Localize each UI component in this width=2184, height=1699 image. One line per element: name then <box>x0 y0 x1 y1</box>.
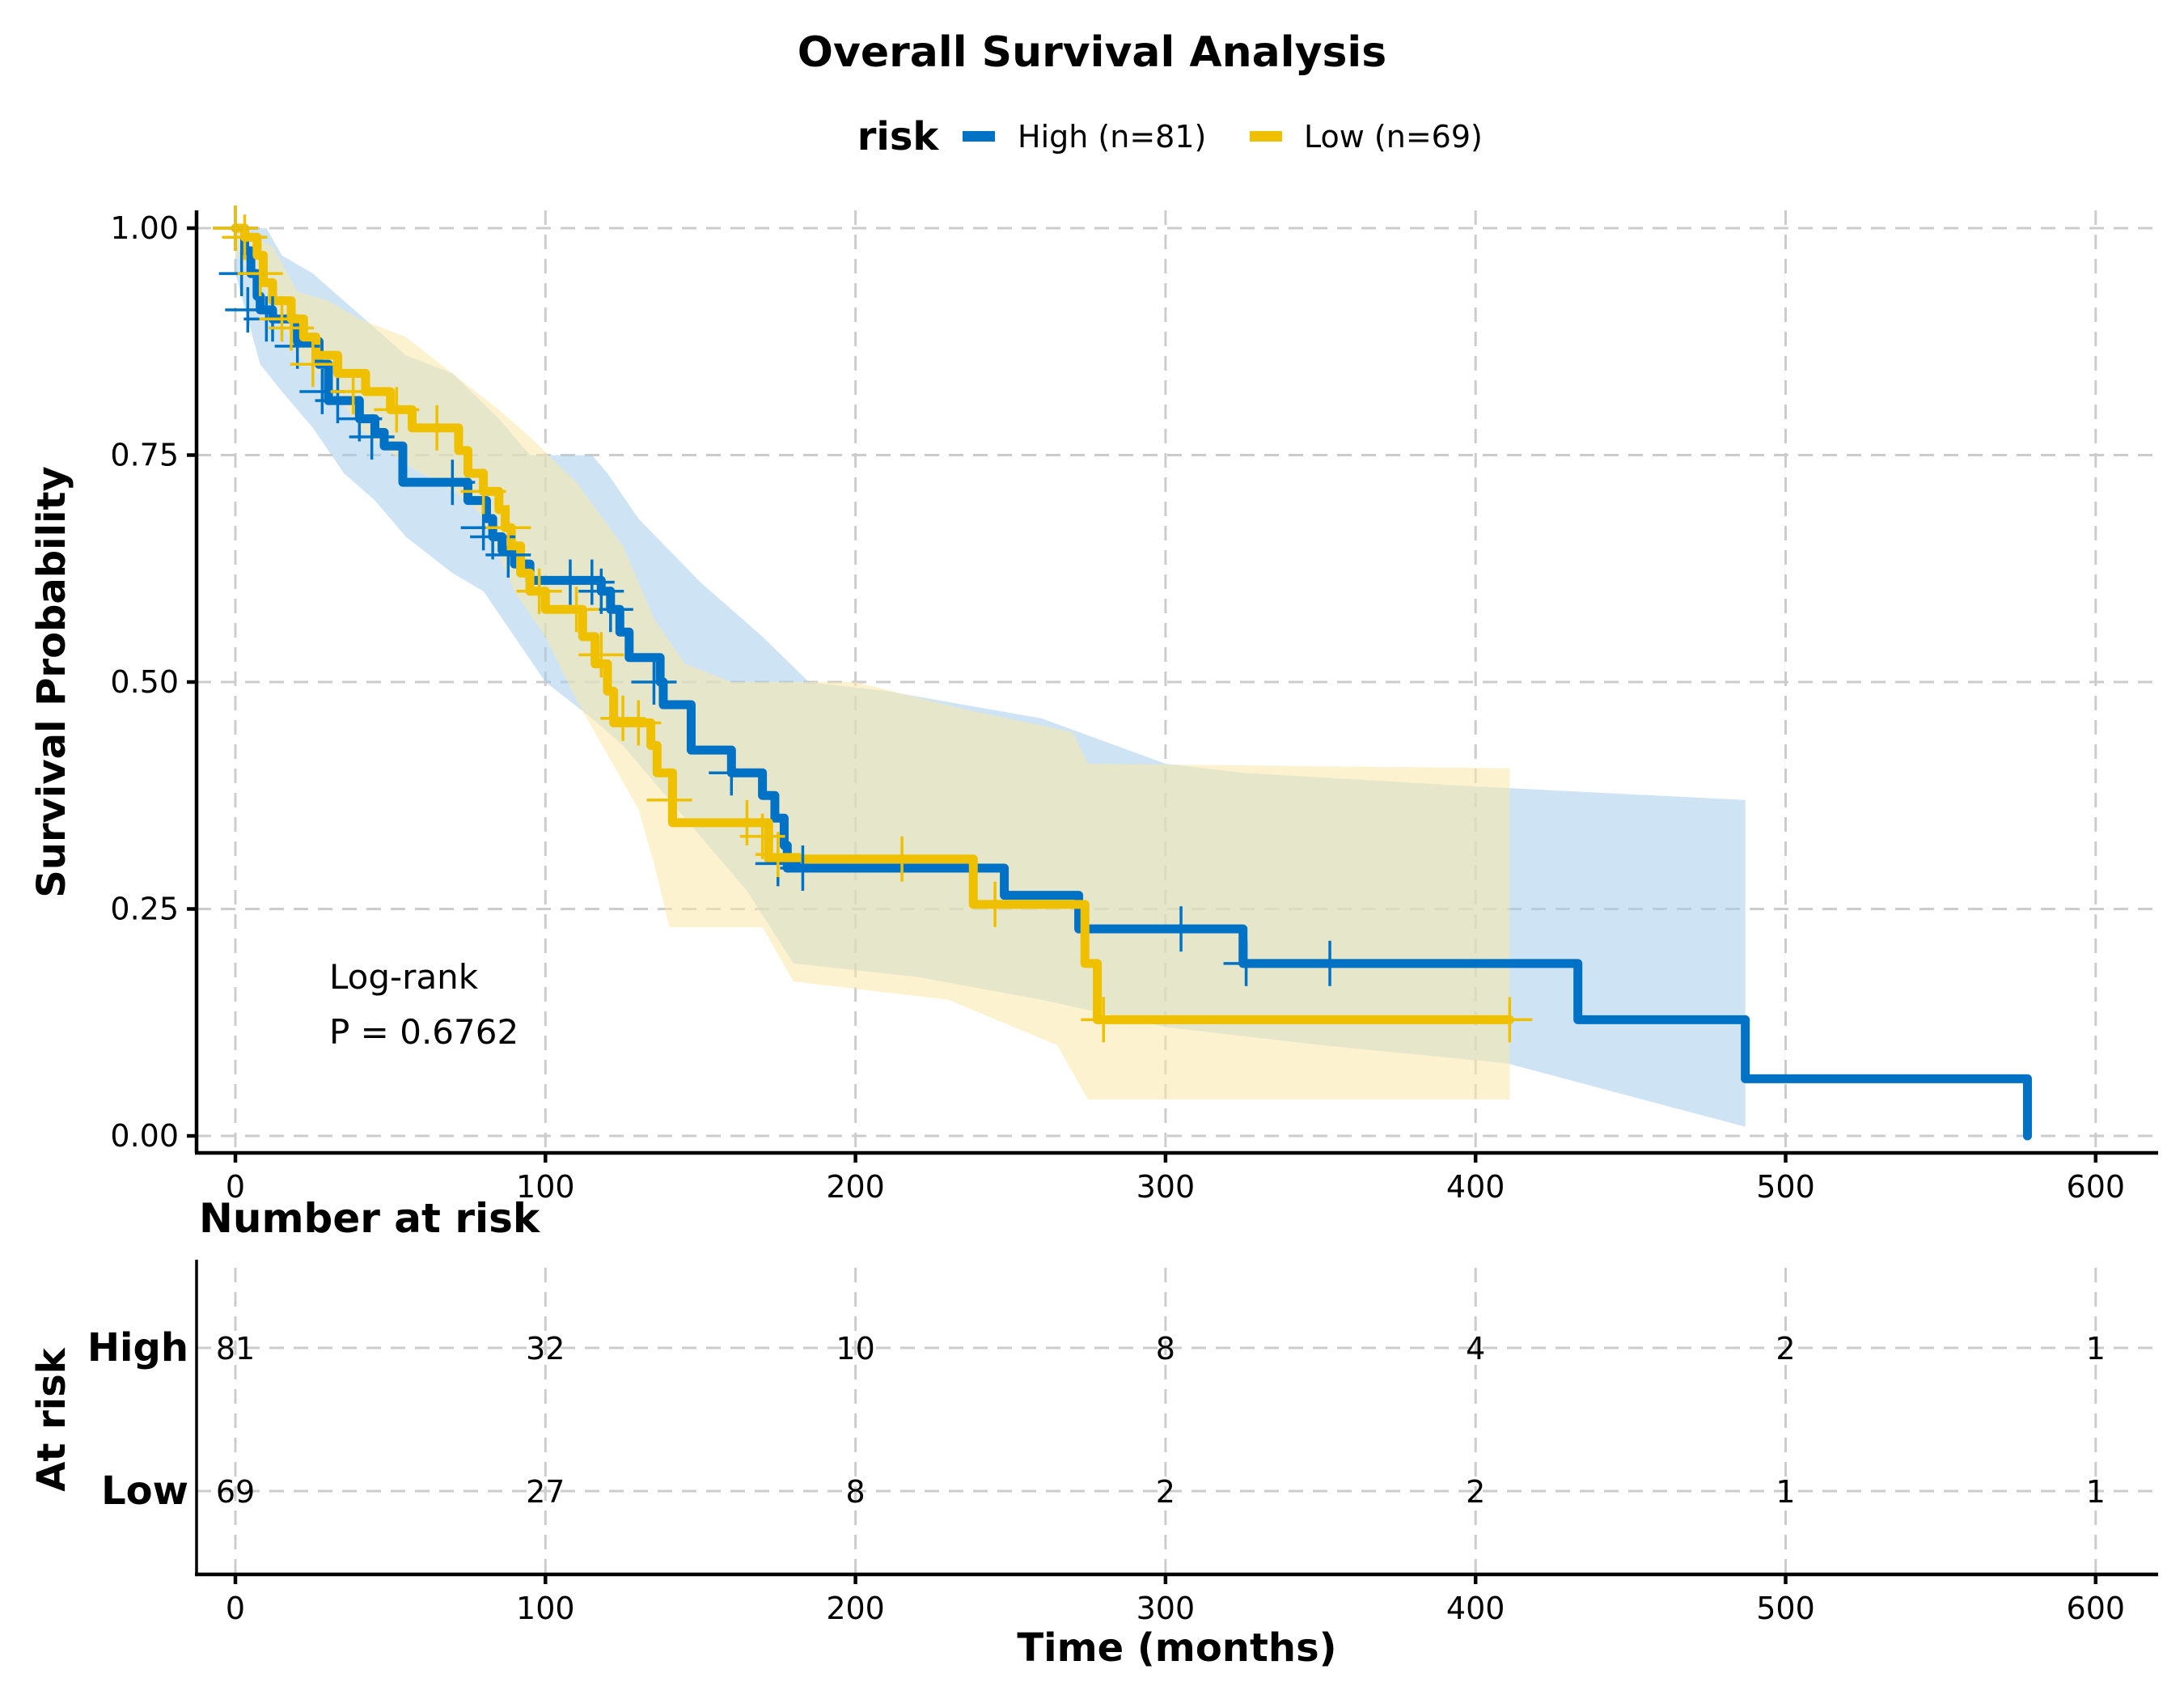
censor-mark-low <box>237 251 283 297</box>
censor-mark-low <box>460 468 506 515</box>
risk-cell: 8 <box>1156 1331 1175 1366</box>
y-tick-label: 0.50 <box>110 664 179 700</box>
x-tick-label: 500 <box>1756 1169 1815 1205</box>
legend-swatch-low <box>1250 131 1282 142</box>
x-tick-label: 200 <box>826 1169 885 1205</box>
y-axis-label: Survival Probability <box>29 466 74 898</box>
censor-mark-low <box>1081 997 1127 1043</box>
risk-table: High 81 32 10 8 4 2 1 Low 69 27 8 2 2 1 1 <box>87 1325 2106 1514</box>
x-axis-label: Time (months) <box>1017 1625 1336 1671</box>
censor-mark-low <box>646 777 692 823</box>
censor-mark-high <box>1158 906 1204 952</box>
censor-mark-high <box>430 460 476 506</box>
risk-cell: 81 <box>216 1331 255 1366</box>
censor-mark-low <box>879 836 925 882</box>
censor-mark-low <box>1487 997 1533 1043</box>
risk-grid <box>197 1268 2158 1574</box>
censor-mark-low <box>755 832 801 878</box>
risk-x-tick-label: 100 <box>516 1591 575 1626</box>
confidence-bands <box>235 228 1746 1127</box>
legend: risk High (n=81) Low (n=69) <box>857 114 1483 159</box>
censor-mark-low <box>553 587 599 633</box>
censor-mark-high <box>225 286 271 333</box>
censor-mark-low <box>374 387 420 433</box>
censor-mark-low <box>414 405 460 451</box>
legend-label-low: Low (n=69) <box>1304 119 1483 155</box>
y-tick-label: 1.00 <box>110 210 179 246</box>
x-tick-labels-risk: 0 100 200 300 400 500 600 <box>226 1574 2125 1626</box>
risk-x-tick-label: 300 <box>1136 1591 1196 1626</box>
risk-cell: 2 <box>1466 1474 1485 1510</box>
censor-mark-low <box>259 296 305 342</box>
x-tick-label: 100 <box>516 1169 575 1205</box>
risk-cell: 2 <box>1156 1474 1175 1510</box>
x-tick-label: 300 <box>1136 1169 1196 1205</box>
risk-x-tick-label: 200 <box>826 1591 885 1626</box>
censor-mark-low <box>578 632 624 678</box>
risk-cell: 2 <box>1776 1331 1795 1366</box>
x-tick-label: 0 <box>226 1169 245 1205</box>
censor-mark-low <box>330 368 376 414</box>
risk-x-tick-label: 400 <box>1446 1591 1505 1626</box>
censor-mark-high <box>1307 940 1353 986</box>
risk-cell: 1 <box>2086 1331 2106 1366</box>
risk-table-title: Number at risk <box>199 1195 541 1242</box>
x-tick-labels-main: 0 100 200 300 400 500 600 <box>226 1153 2125 1205</box>
censor-mark-high <box>336 396 383 442</box>
risk-cell: 27 <box>526 1474 565 1510</box>
y-tick-label: 0.75 <box>110 438 179 473</box>
p-value: P = 0.6762 <box>329 1012 518 1052</box>
y-tick-labels: 0.00 0.25 0.50 0.75 1.00 <box>110 210 197 1154</box>
censor-mark-high <box>1223 940 1269 986</box>
legend-swatch-high <box>963 131 995 142</box>
logrank-label: Log-rank <box>329 957 479 997</box>
logrank-annotation: Log-rank P = 0.6762 <box>329 957 518 1052</box>
risk-axes <box>195 1260 2158 1577</box>
censor-marks <box>213 205 1533 1043</box>
censor-mark-low <box>972 881 1018 927</box>
censor-mark-low <box>516 568 562 614</box>
censor-mark-low <box>222 214 268 261</box>
x-tick-label: 400 <box>1446 1169 1505 1205</box>
risk-x-tick-label: 500 <box>1756 1591 1815 1626</box>
risk-y-axis-label: At risk <box>29 1347 74 1492</box>
risk-cell: 10 <box>836 1331 874 1366</box>
censor-mark-high <box>631 659 677 705</box>
censor-mark-low <box>213 205 258 251</box>
risk-cell: 8 <box>846 1474 866 1510</box>
censor-mark-high <box>780 845 826 892</box>
censor-mark-low <box>616 700 662 746</box>
censor-mark-high <box>349 414 395 460</box>
risk-x-tick-label: 600 <box>2067 1591 2126 1626</box>
chart-title: Overall Survival Analysis <box>798 28 1386 77</box>
y-tick-label: 0.00 <box>110 1118 179 1154</box>
censor-mark-low <box>268 305 314 351</box>
censor-mark-high <box>578 568 624 614</box>
risk-cell: 4 <box>1466 1331 1485 1366</box>
x-tick-label: 600 <box>2067 1169 2126 1205</box>
ci-band-low <box>235 228 1510 1100</box>
legend-title: risk <box>857 114 940 159</box>
y-tick-label: 0.25 <box>110 892 179 927</box>
censor-mark-high <box>709 750 755 796</box>
censor-mark-low <box>485 505 531 551</box>
risk-x-tick-label: 0 <box>226 1591 245 1626</box>
risk-row-label-high: High <box>87 1325 188 1371</box>
risk-cell: 1 <box>2086 1474 2106 1510</box>
censor-mark-low <box>290 341 336 388</box>
risk-cell: 69 <box>216 1474 255 1510</box>
censor-mark-high <box>569 559 615 605</box>
risk-cell: 32 <box>526 1331 565 1366</box>
risk-cell: 1 <box>1776 1474 1795 1510</box>
legend-label-high: High (n=81) <box>1018 119 1206 155</box>
risk-row-label-low: Low <box>101 1468 188 1514</box>
